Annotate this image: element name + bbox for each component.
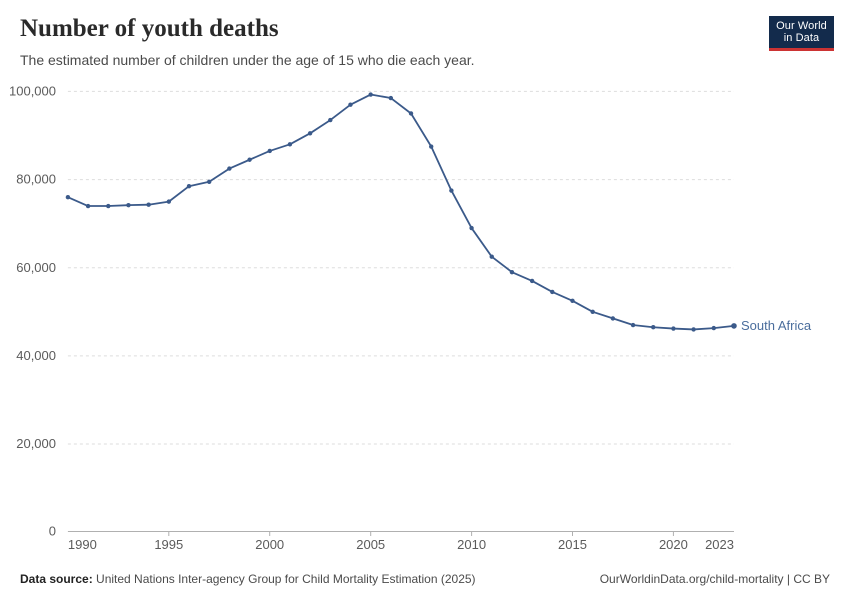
svg-text:60,000: 60,000 xyxy=(16,260,56,275)
svg-text:South Africa: South Africa xyxy=(741,318,812,333)
svg-text:20,000: 20,000 xyxy=(16,436,56,451)
svg-text:0: 0 xyxy=(49,524,56,539)
svg-text:100,000: 100,000 xyxy=(9,84,56,99)
svg-text:2015: 2015 xyxy=(558,537,587,552)
svg-text:2000: 2000 xyxy=(255,537,284,552)
svg-text:40,000: 40,000 xyxy=(16,348,56,363)
svg-text:80,000: 80,000 xyxy=(16,172,56,187)
svg-text:2023: 2023 xyxy=(705,537,734,552)
svg-text:1995: 1995 xyxy=(154,537,183,552)
svg-text:2005: 2005 xyxy=(356,537,385,552)
svg-text:1990: 1990 xyxy=(68,537,97,552)
svg-text:2010: 2010 xyxy=(457,537,486,552)
svg-text:2020: 2020 xyxy=(659,537,688,552)
